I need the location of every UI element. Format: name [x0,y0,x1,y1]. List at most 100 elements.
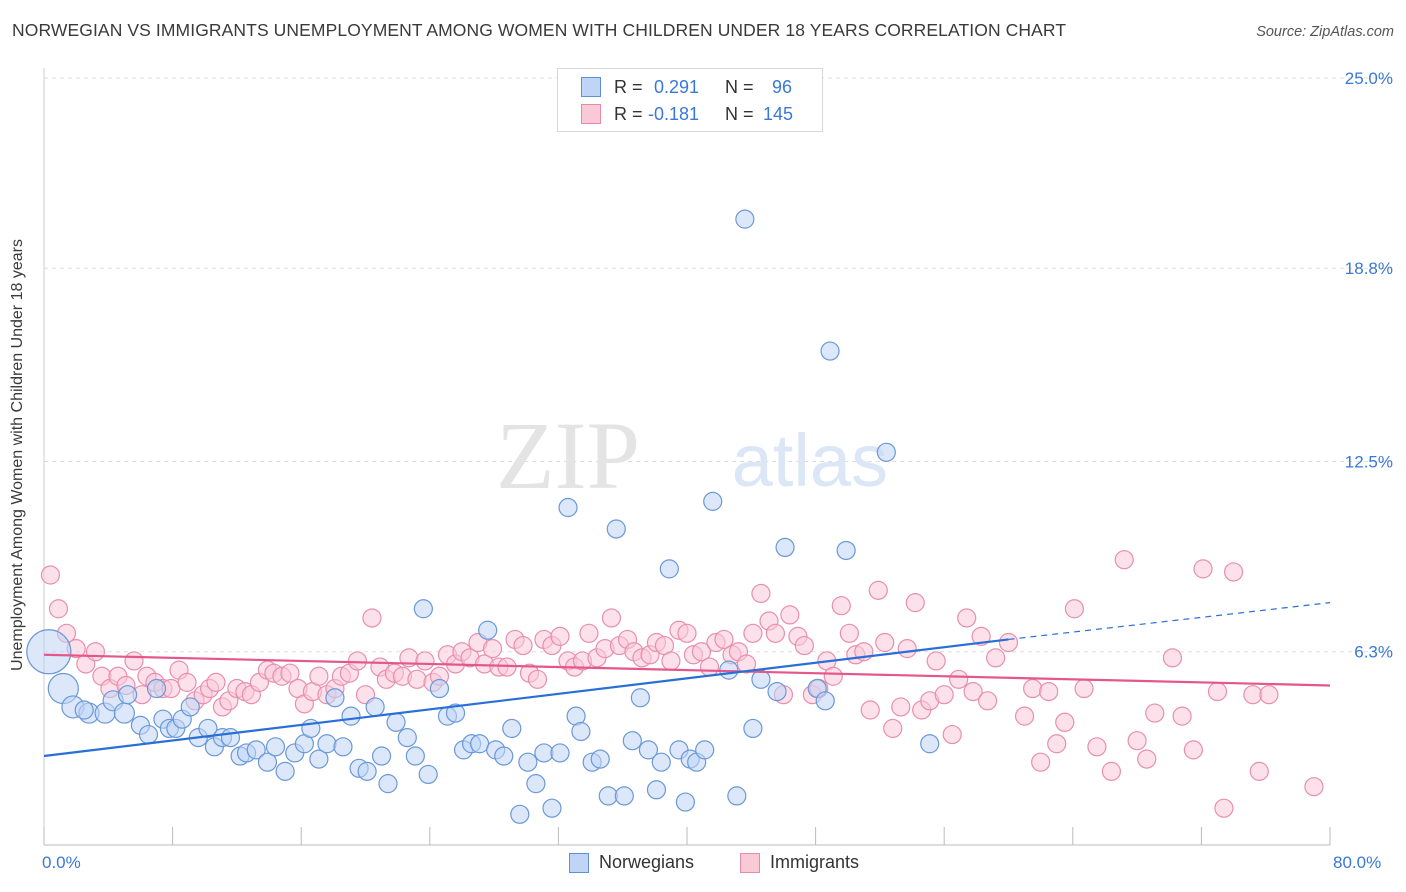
immigrants-point [407,669,427,689]
norwegians-point [876,442,896,462]
norwegians-point [378,774,398,794]
norwegians-point [518,752,538,772]
norwegians-point [117,685,138,705]
immigrants-point [1172,706,1192,726]
norwegians-point [138,724,159,745]
norwegians-point [534,743,554,763]
immigrants-point [897,639,917,659]
immigrants-point [1023,678,1043,699]
norwegians-point [703,491,723,511]
immigrants-point [601,608,622,628]
immigrants-point [963,681,983,702]
legend-n-label: N = [725,76,754,97]
norwegians-point [775,537,795,558]
immigrants-point [949,669,969,689]
norwegians-swatch [569,852,589,873]
norwegians-trend-extension [1008,602,1331,641]
immigrants-point [942,724,962,745]
norwegians-point [815,691,835,711]
immigrants-point [860,700,880,720]
y-tick-label: 25.0% [1345,69,1393,88]
immigrants-swatch [740,852,760,873]
legend-row-immigrants: R = -0.181 N = 145 [558,101,822,127]
legend-item-immigrants[interactable]: Immigrants [740,852,859,873]
immigrants-point [691,642,712,662]
norwegians-point [74,700,94,720]
immigrants-point [831,596,851,616]
immigrants-point [986,648,1006,668]
norwegians-point [470,734,490,754]
norwegians-point [743,718,763,739]
y-tick-label: 18.8% [1345,259,1393,278]
norwegians-label: Norwegians [599,852,695,872]
norwegians-point [397,728,417,748]
legend-item-norwegians[interactable]: Norwegians [569,852,694,873]
immigrants-point [1127,731,1147,751]
norwegians-point [558,497,578,518]
immigrants-point [482,639,503,659]
immigrants-point [48,599,69,619]
immigrants-point [1064,599,1085,619]
x-tick-label-min: 0.0% [42,853,81,872]
immigrants-point [1137,749,1157,769]
immigrants-trend-line [43,653,1331,687]
immigrants-point [677,623,697,643]
norwegians-point [365,697,385,717]
immigrants-point [1014,706,1035,726]
norwegians-point [571,721,591,742]
legend-r-value: -0.181 [648,103,700,124]
norwegians-point [386,712,406,732]
immigrants-point [1031,752,1051,772]
immigrants-point [926,651,946,671]
norwegians-point [478,620,498,640]
norwegians-points [26,209,940,824]
immigrants-point [1101,761,1121,781]
immigrants-point [823,666,843,686]
norwegians-point [659,559,679,579]
immigrants-point [891,697,911,717]
norwegians-point [418,764,438,785]
norwegians-point [727,786,747,806]
norwegians-point [113,702,135,724]
axes [43,68,1331,846]
immigrants-point [1162,648,1183,668]
legend-swatch-blue [581,77,601,97]
immigrants-point [714,629,734,650]
immigrants-point [957,608,977,628]
norwegians-point [494,746,514,766]
immigrants-point [1074,678,1094,699]
immigrants-point [883,718,903,739]
legend-n-label: N = [725,103,754,124]
norwegians-point [550,743,570,763]
norwegians-point [651,752,671,772]
immigrants-point [1145,703,1165,723]
immigrants-point [85,642,106,662]
trend-lines [43,602,1331,758]
immigrants-point [1183,740,1203,760]
y-axis-label: Unemployment Among Women with Children U… [9,239,26,671]
legend-n-value: 96 [772,76,793,97]
legend-row-norwegians: R = 0.291 N = 96 [558,74,822,100]
immigrants-point [513,635,533,656]
norwegians-point [630,688,650,708]
norwegians-point [542,798,562,818]
immigrants-point [751,583,771,604]
immigrants-point [780,605,800,625]
norwegians-point [920,734,940,754]
norwegians-point [180,697,200,717]
y-tick-label: 6.3% [1354,643,1393,662]
norwegians-point [735,209,755,229]
norwegians-point [220,728,241,748]
norwegians-point [257,752,278,772]
chart-title: NORWEGIAN VS IMMIGRANTS UNEMPLOYMENT AMO… [12,20,1067,40]
norwegians-point [590,749,610,769]
immigrants-point [415,651,435,671]
norwegians-point [405,746,425,766]
norwegians-point [622,731,642,751]
norwegians-point [638,740,659,760]
immigrants-point [998,632,1019,653]
norwegians-point [265,737,286,757]
immigrants-point [1214,798,1234,818]
norwegians-point [357,761,377,781]
